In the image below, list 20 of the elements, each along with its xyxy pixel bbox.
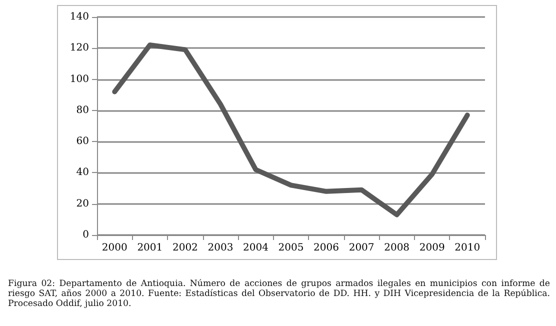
y-tick-label: 60 bbox=[76, 136, 89, 148]
y-tick-label: 40 bbox=[76, 167, 89, 178]
y-tick-label: 0 bbox=[82, 230, 89, 240]
x-tick-label: 2003 bbox=[208, 242, 234, 254]
x-tick-label: 2000 bbox=[102, 242, 128, 254]
y-tick-label: 120 bbox=[70, 42, 89, 54]
x-tick-label: 2007 bbox=[348, 242, 374, 254]
x-tick-label: 2006 bbox=[314, 242, 339, 254]
x-tick-label: 2010 bbox=[454, 242, 480, 254]
y-tick-label: 20 bbox=[76, 198, 89, 210]
x-tick-label: 2001 bbox=[137, 242, 163, 254]
x-tick-label: 2008 bbox=[384, 242, 410, 254]
y-tick-label: 140 bbox=[70, 12, 89, 22]
x-tick-label: 2009 bbox=[419, 242, 445, 254]
x-tick-label: 2002 bbox=[172, 242, 198, 254]
y-tick-label: 80 bbox=[76, 104, 89, 116]
x-tick-label: 2005 bbox=[278, 242, 304, 254]
y-tick-label: 100 bbox=[70, 74, 89, 85]
text: Figura 02: Departamento de Antioquia. Número de acciones de grupos armados ilegales en municipios con informe de riesgo SAT, años 2000 a 2010. Fuente: Estadísticas del Observatorio de DD. HH. y DIH Vicepresidencia de la República. Procesado Oddif, julio 2010. bbox=[8, 279, 550, 309]
x-tick-label: 2004 bbox=[243, 242, 268, 254]
